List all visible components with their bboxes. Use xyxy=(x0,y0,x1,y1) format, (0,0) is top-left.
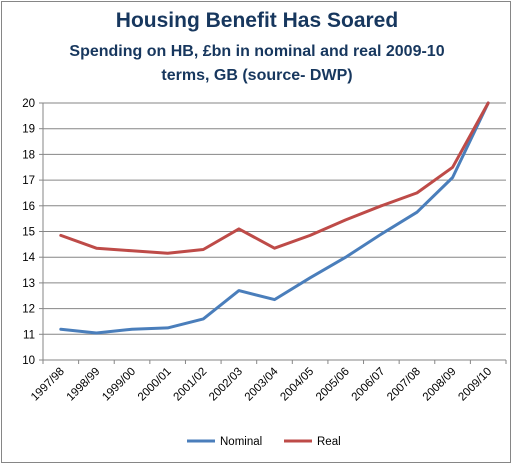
y-tick-label: 10 xyxy=(22,355,35,367)
y-tick-label: 18 xyxy=(22,149,35,161)
series-line-real xyxy=(59,101,490,255)
x-tick-label: 2008/09 xyxy=(421,366,459,404)
legend: Nominal Real xyxy=(187,436,341,448)
y-tick-labels: 10 11 12 13 14 15 16 17 18 19 20 xyxy=(22,98,35,367)
x-tick-label: 2000/01 xyxy=(136,366,174,404)
y-tick-label: 11 xyxy=(23,329,35,341)
y-tick-label: 13 xyxy=(22,278,35,290)
x-tick-label: 2003/04 xyxy=(243,365,281,403)
chart-subtitle: Spending on HB, £bn in nominal and real … xyxy=(0,40,514,88)
x-tick-label: 2005/06 xyxy=(314,366,352,404)
axes xyxy=(39,102,507,364)
y-tick-label: 20 xyxy=(22,98,35,110)
y-tick-label: 15 xyxy=(22,227,35,239)
y-tick-label: 17 xyxy=(22,175,35,187)
series-line-nominal xyxy=(59,101,490,335)
x-tick-label: 1999/00 xyxy=(100,366,138,404)
x-tick-label: 1998/99 xyxy=(65,366,103,404)
y-tick-label: 12 xyxy=(22,304,35,316)
legend-label-real: Real xyxy=(317,436,341,448)
gridlines xyxy=(43,102,506,361)
x-tick-label: 1997/98 xyxy=(29,366,67,404)
y-tick-label: 16 xyxy=(22,201,35,213)
chart-subtitle-line-1: Spending on HB, £bn in nominal and real … xyxy=(69,43,445,60)
x-tick-label: 2002/03 xyxy=(207,366,245,404)
x-tick-label: 2009/10 xyxy=(456,366,494,404)
chart-title: Housing Benefit Has Soared xyxy=(115,9,399,32)
chart-subtitle-line-2: terms, GB (source- DWP) xyxy=(161,67,353,84)
x-tick-label: 2006/07 xyxy=(350,366,388,404)
series-lines xyxy=(59,101,490,335)
x-tick-labels: 1997/981998/991999/002000/012001/022002/… xyxy=(29,365,494,403)
x-tick-label: 2007/08 xyxy=(385,366,423,404)
y-tick-label: 19 xyxy=(22,124,35,136)
y-tick-label: 14 xyxy=(22,252,35,264)
x-tick-label: 2001/02 xyxy=(172,366,210,404)
x-tick-label: 2004/05 xyxy=(278,366,316,404)
legend-label-nominal: Nominal xyxy=(220,436,262,448)
